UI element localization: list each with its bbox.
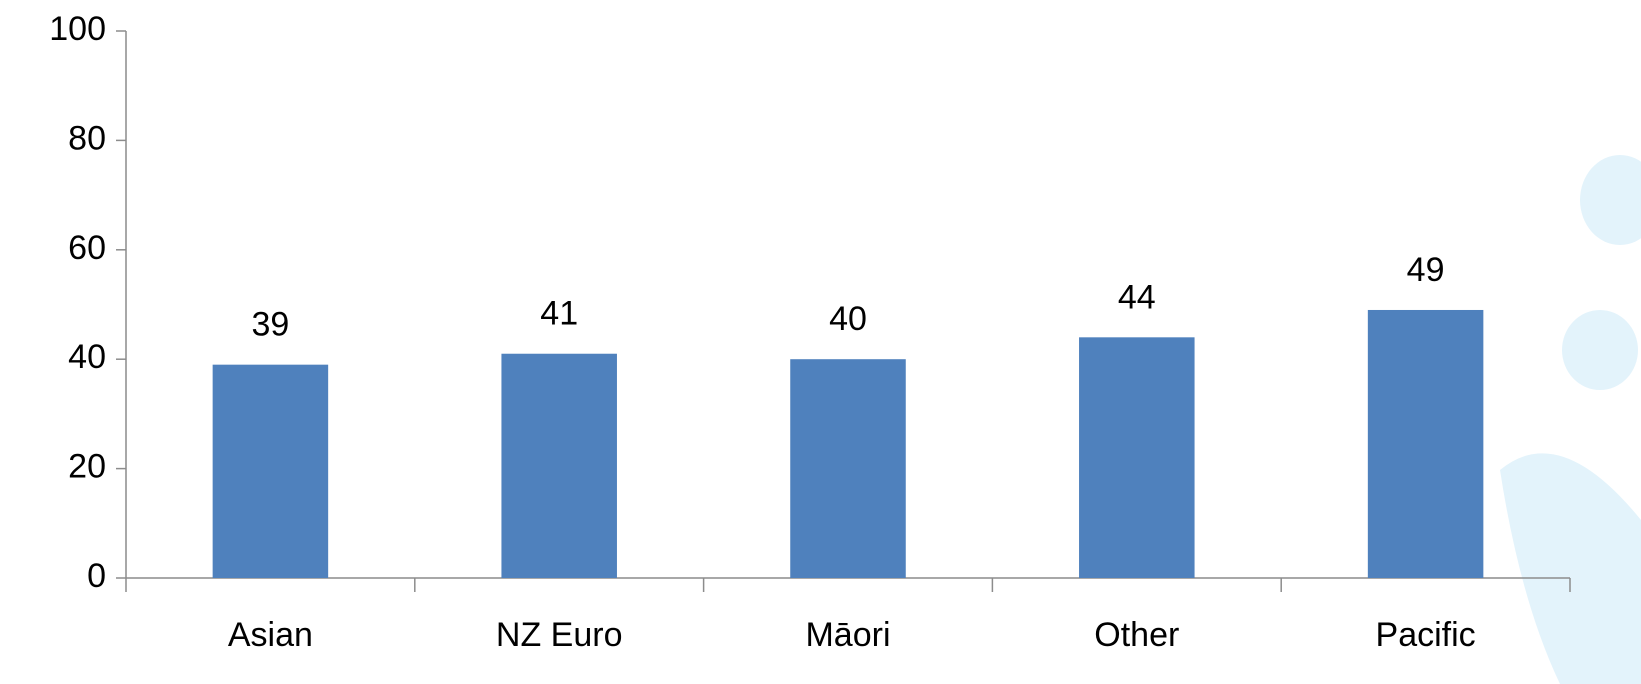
x-tick-label: Asian (228, 616, 313, 654)
y-tick-label: 20 (68, 448, 106, 486)
x-tick-label: Pacific (1376, 616, 1476, 654)
y-tick-label: 60 (68, 229, 106, 267)
decor-shape (1500, 453, 1641, 684)
y-tick-label: 100 (49, 10, 106, 48)
decor-shape (1562, 310, 1638, 390)
bar (1367, 309, 1484, 578)
y-tick-label: 0 (87, 557, 106, 595)
x-tick-label: Māori (805, 616, 890, 654)
y-tick-label: 80 (68, 119, 106, 157)
data-label: 41 (540, 295, 578, 333)
data-label: 39 (251, 306, 289, 344)
data-label: 49 (1407, 251, 1445, 289)
background-decoration (1500, 155, 1641, 684)
bar (1079, 337, 1195, 578)
decor-shape (1580, 155, 1641, 245)
bar (790, 359, 906, 578)
bar (501, 353, 617, 578)
data-label: 40 (829, 300, 867, 338)
x-tick-label: Other (1094, 616, 1179, 654)
y-tick-label: 40 (68, 338, 106, 376)
bar (212, 364, 329, 578)
data-label: 44 (1118, 278, 1156, 316)
x-tick-label: NZ Euro (496, 616, 623, 654)
